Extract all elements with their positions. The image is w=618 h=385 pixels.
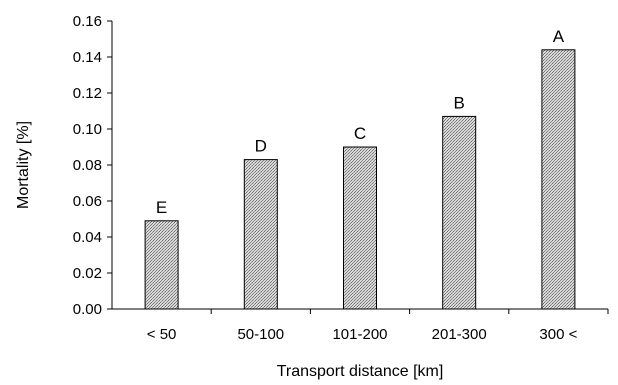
x-tick-label: 300 < [539,326,577,343]
bar-significance-label: D [255,137,267,156]
y-tick-label: 0.06 [73,193,102,210]
x-tick-label: 201-300 [432,326,487,343]
y-tick-label: 0.00 [73,301,102,318]
bars: E D C B A [144,27,576,310]
y-tick-label: 0.08 [73,157,102,174]
x-tick-label: < 50 [147,326,177,343]
y-tick-label: 0.16 [73,13,102,30]
x-axis-title: Transport distance [km] [277,363,444,380]
bar [541,49,576,310]
x-axis-ticks: < 50 50-100 101-200 201-300 300 < [147,309,609,343]
x-tick-label: 50-100 [237,326,284,343]
y-tick-label: 0.02 [73,265,102,282]
bar-significance-label: B [454,93,465,112]
bar [442,115,477,310]
y-tick-label: 0.10 [73,121,102,138]
y-tick-label: 0.12 [73,85,102,102]
y-axis-ticks: 0.00 0.02 0.04 0.06 0.08 0.10 0.12 0.14 0.16 [73,13,112,318]
bar-significance-label: E [156,198,167,217]
y-tick-label: 0.04 [73,229,102,246]
bar [343,146,377,310]
bar [144,220,179,310]
bar [243,159,278,310]
x-tick-label: 101-200 [332,326,387,343]
y-tick-label: 0.14 [73,49,102,66]
bar-significance-label: A [553,27,565,46]
bar-significance-label: C [354,124,366,143]
y-axis-title: Mortality [%] [15,121,32,209]
